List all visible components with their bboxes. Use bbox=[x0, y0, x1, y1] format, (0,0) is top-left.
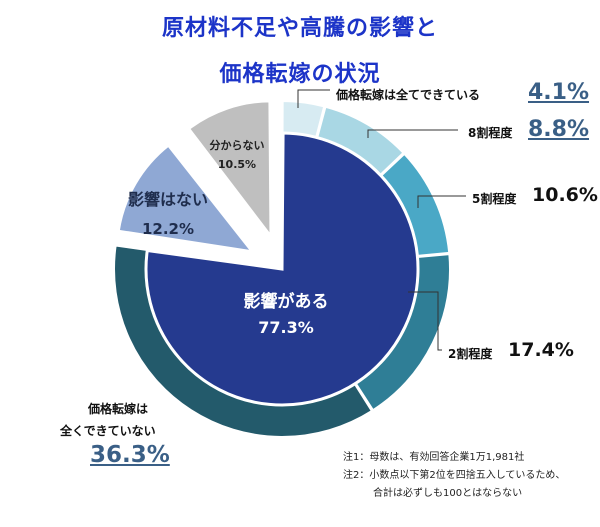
outer-value-full: 4.1% bbox=[528, 80, 590, 105]
outer-value-none: 36.3% bbox=[90, 442, 170, 468]
outer-value-20: 17.4% bbox=[508, 339, 574, 361]
outer-label-80: 8割程度 bbox=[468, 126, 513, 140]
leader-line-2 bbox=[417, 195, 466, 208]
outer-label-none-line1: 価格転嫁は bbox=[88, 402, 149, 416]
inner-label-affected: 影響がある bbox=[243, 292, 329, 312]
outer-label-50: 5割程度 bbox=[472, 192, 517, 206]
leader-line-0 bbox=[297, 89, 330, 108]
note-3: 合計は必ずしも100とはならない bbox=[373, 488, 523, 499]
inner-value-affected: 77.3% bbox=[258, 318, 314, 337]
chart-title-line1: 原材料不足や高騰の影響と bbox=[161, 16, 438, 41]
note-2: 注2：小数点以下第2位を四捨五入しているため、 bbox=[343, 470, 566, 481]
inner-slice-0 bbox=[144, 131, 420, 407]
leader-line-3 bbox=[408, 291, 442, 351]
outer-label-20: 2割程度 bbox=[448, 347, 493, 361]
inner-slice-1 bbox=[116, 142, 257, 254]
inner-label-no-effect: 影響はない bbox=[127, 190, 208, 209]
leader-line-1 bbox=[367, 129, 458, 138]
outer-value-50: 10.6% bbox=[532, 184, 598, 206]
inner-slice-2 bbox=[186, 99, 273, 242]
outer-label-full: 価格転嫁は全てできている bbox=[336, 88, 481, 102]
inner-value-unknown: 10.5% bbox=[217, 158, 257, 171]
note-1: 注1：母数は、有効回答企業1万1,981社 bbox=[343, 452, 525, 463]
outer-label-none-line2: 全くできていない bbox=[60, 424, 156, 438]
inner-label-unknown: 分からない bbox=[209, 139, 265, 152]
chart-title-line2: 価格転嫁の状況 bbox=[219, 62, 381, 87]
inner-value-no-effect: 12.2% bbox=[141, 220, 195, 238]
outer-value-80: 8.8% bbox=[528, 117, 590, 142]
